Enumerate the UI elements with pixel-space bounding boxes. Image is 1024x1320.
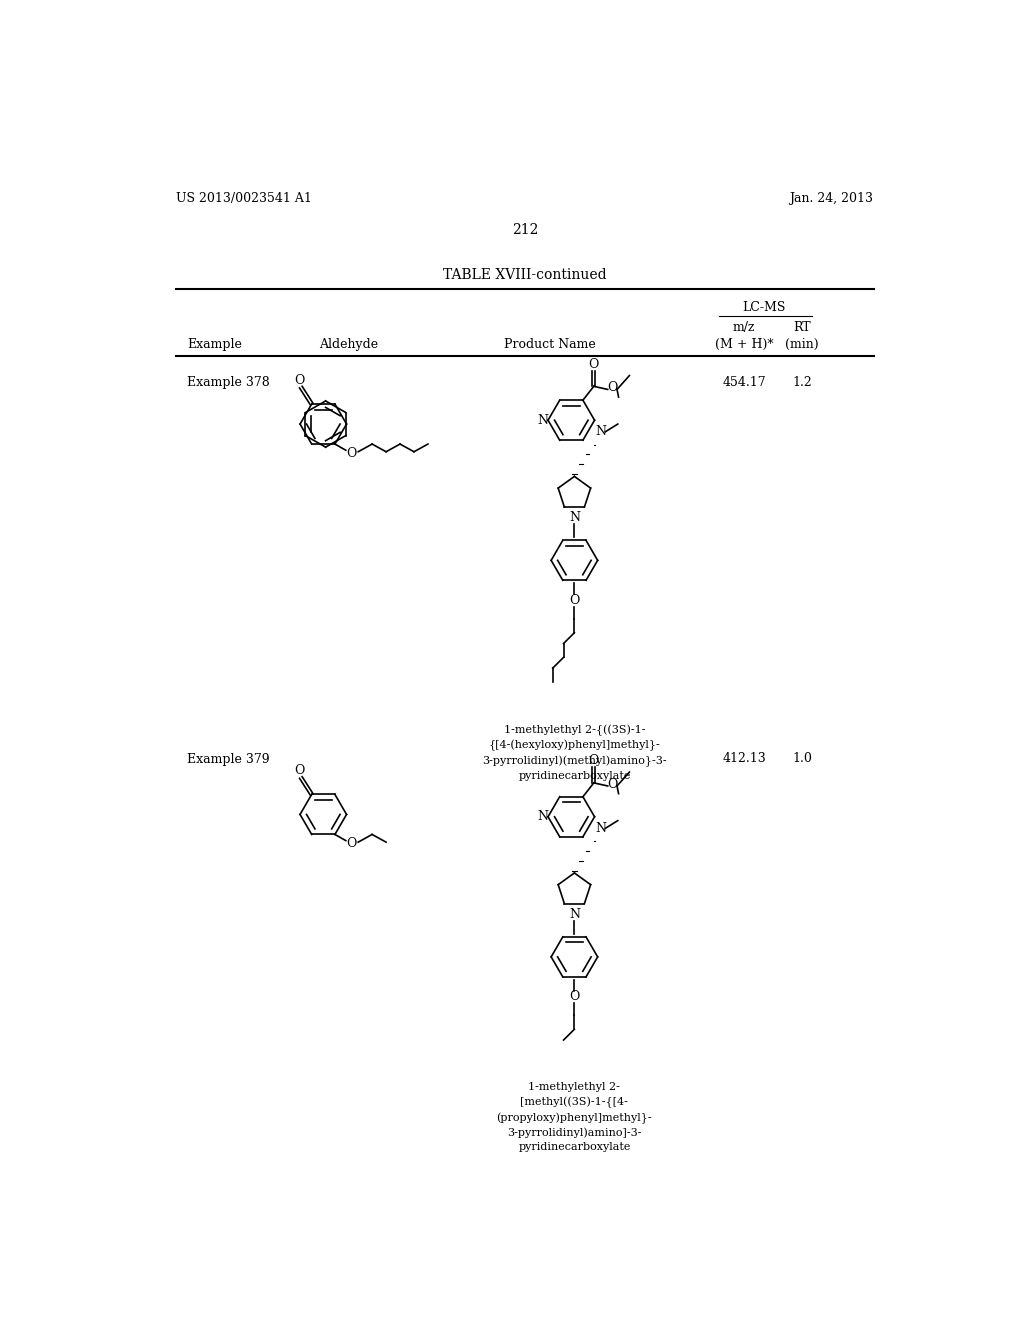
Text: N: N <box>595 425 606 438</box>
Text: O: O <box>589 754 599 767</box>
Text: 1.0: 1.0 <box>793 752 812 766</box>
Text: N: N <box>538 413 548 426</box>
Text: Product Name: Product Name <box>505 338 596 351</box>
Text: 212: 212 <box>512 223 538 238</box>
Text: m/z: m/z <box>733 321 756 334</box>
Text: N: N <box>595 822 606 834</box>
Text: O: O <box>294 374 304 387</box>
Text: 1.2: 1.2 <box>793 376 812 389</box>
Text: 454.17: 454.17 <box>722 376 766 389</box>
Text: Aldehyde: Aldehyde <box>319 338 379 351</box>
Text: TABLE XVIII-continued: TABLE XVIII-continued <box>443 268 606 282</box>
Text: (min): (min) <box>785 338 819 351</box>
Text: N: N <box>569 511 580 524</box>
Text: N: N <box>538 810 548 824</box>
Text: O: O <box>569 594 580 607</box>
Text: LC-MS: LC-MS <box>741 301 785 314</box>
Text: Example 378: Example 378 <box>187 376 269 389</box>
Text: Example: Example <box>187 338 243 351</box>
Text: Example 379: Example 379 <box>187 752 269 766</box>
Text: N: N <box>569 908 580 921</box>
Text: US 2013/0023541 A1: US 2013/0023541 A1 <box>176 191 312 205</box>
Text: (M + H)*: (M + H)* <box>715 338 773 351</box>
Text: O: O <box>346 837 356 850</box>
Text: RT: RT <box>794 321 811 334</box>
Text: 1-methylethyl 2-
[methyl((3S)-1-{[4-
(propyloxy)phenyl]methyl}-
3-pyrrolidinyl)a: 1-methylethyl 2- [methyl((3S)-1-{[4- (pr… <box>497 1082 652 1152</box>
Text: O: O <box>294 764 304 777</box>
Text: O: O <box>569 990 580 1003</box>
Text: O: O <box>589 358 599 371</box>
Text: O: O <box>346 446 356 459</box>
Text: O: O <box>607 777 617 791</box>
Text: O: O <box>607 381 617 395</box>
Text: Jan. 24, 2013: Jan. 24, 2013 <box>790 191 873 205</box>
Text: 412.13: 412.13 <box>722 752 766 766</box>
Text: 1-methylethyl 2-{((3S)-1-
{[4-(hexyloxy)phenyl]methyl}-
3-pyrrolidinyl)(methyl)a: 1-methylethyl 2-{((3S)-1- {[4-(hexyloxy)… <box>482 725 667 781</box>
